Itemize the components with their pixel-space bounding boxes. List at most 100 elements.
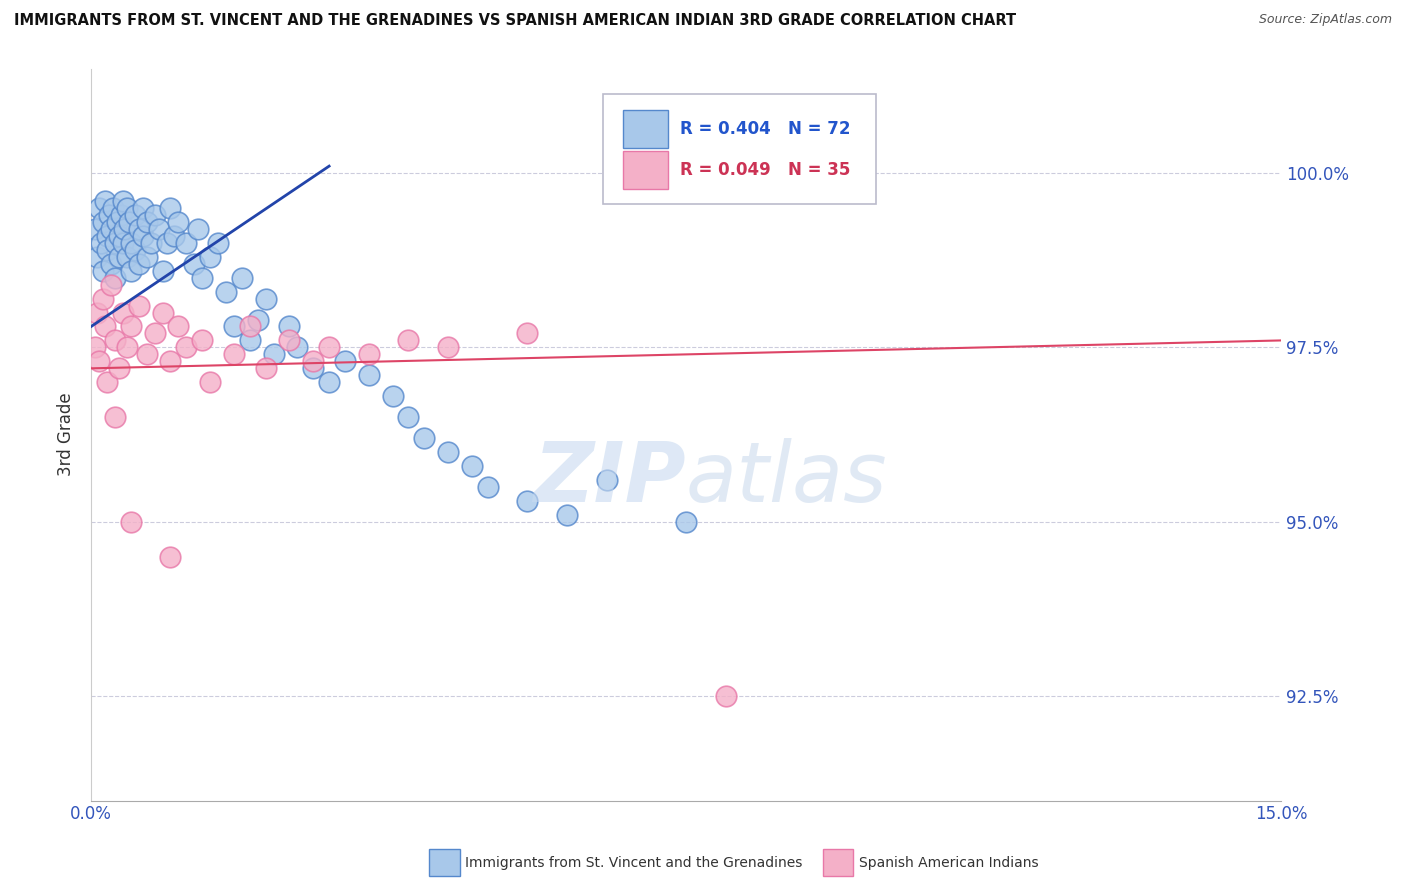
Point — [516, 493, 538, 508]
Point — [176, 340, 198, 354]
Point — [176, 235, 198, 250]
Point — [198, 376, 221, 390]
Point — [207, 235, 229, 250]
Point — [132, 201, 155, 215]
Bar — [623, 110, 668, 147]
Point — [96, 228, 118, 243]
Point — [103, 201, 125, 215]
Point — [90, 235, 112, 250]
Point — [155, 235, 177, 250]
Point — [120, 515, 142, 529]
Point — [254, 292, 277, 306]
Text: IMMIGRANTS FROM ST. VINCENT AND THE GRENADINES VS SPANISH AMERICAN INDIAN 3RD GR: IMMIGRANTS FROM ST. VINCENT AND THE GREN… — [14, 13, 1017, 29]
Point — [115, 340, 138, 354]
Point — [413, 431, 436, 445]
Point — [114, 222, 136, 236]
Point — [111, 194, 134, 208]
Point — [516, 326, 538, 341]
Point — [381, 389, 404, 403]
Point — [159, 354, 181, 368]
Point — [159, 549, 181, 564]
Point — [108, 228, 131, 243]
Point — [396, 334, 419, 348]
Point — [100, 257, 122, 271]
Point — [104, 334, 127, 348]
Point — [231, 270, 253, 285]
Text: ZIP: ZIP — [533, 438, 686, 519]
Point — [84, 340, 107, 354]
Point — [278, 319, 301, 334]
Point — [96, 376, 118, 390]
Point — [596, 473, 619, 487]
Point — [118, 215, 141, 229]
Point — [96, 243, 118, 257]
Text: atlas: atlas — [686, 438, 887, 519]
Point — [128, 299, 150, 313]
Point — [477, 480, 499, 494]
Point — [94, 319, 117, 334]
Y-axis label: 3rd Grade: 3rd Grade — [58, 392, 75, 476]
FancyBboxPatch shape — [603, 95, 876, 204]
Point — [555, 508, 578, 522]
Point — [100, 222, 122, 236]
Point — [135, 215, 157, 229]
Point — [135, 347, 157, 361]
Point — [239, 319, 262, 334]
Point — [437, 445, 460, 459]
Point — [124, 243, 146, 257]
Point — [84, 222, 107, 236]
Point — [87, 201, 110, 215]
Point — [135, 250, 157, 264]
Point — [396, 410, 419, 425]
Point — [239, 334, 262, 348]
Point — [191, 270, 214, 285]
Point — [120, 319, 142, 334]
Point — [357, 368, 380, 383]
Text: R = 0.049   N = 35: R = 0.049 N = 35 — [681, 161, 851, 179]
Point — [91, 215, 114, 229]
Point — [86, 305, 108, 319]
Text: Spanish American Indians: Spanish American Indians — [859, 855, 1039, 870]
Point — [714, 689, 737, 703]
Point — [120, 235, 142, 250]
Point — [100, 277, 122, 292]
Point — [461, 458, 484, 473]
Point — [437, 340, 460, 354]
Point — [139, 235, 162, 250]
Text: Source: ZipAtlas.com: Source: ZipAtlas.com — [1258, 13, 1392, 27]
Point — [167, 215, 190, 229]
Point — [302, 354, 325, 368]
Point — [148, 222, 170, 236]
Point — [191, 334, 214, 348]
Text: Immigrants from St. Vincent and the Grenadines: Immigrants from St. Vincent and the Gren… — [465, 855, 803, 870]
Point — [318, 340, 340, 354]
Point — [159, 201, 181, 215]
Point — [86, 250, 108, 264]
Point — [215, 285, 238, 299]
Point — [115, 201, 138, 215]
Point — [198, 250, 221, 264]
Point — [104, 235, 127, 250]
Point — [183, 257, 205, 271]
Point — [108, 361, 131, 376]
Point — [111, 305, 134, 319]
Point — [87, 354, 110, 368]
Point — [124, 208, 146, 222]
Point — [105, 215, 128, 229]
Point — [97, 208, 120, 222]
Point — [287, 340, 309, 354]
Point — [143, 208, 166, 222]
Point — [675, 515, 697, 529]
Point — [254, 361, 277, 376]
Point — [111, 235, 134, 250]
Point — [278, 334, 301, 348]
Point — [222, 319, 245, 334]
Point — [115, 250, 138, 264]
Point — [104, 410, 127, 425]
Point — [108, 250, 131, 264]
Point — [187, 222, 209, 236]
Point — [104, 270, 127, 285]
Point — [91, 292, 114, 306]
Point — [120, 263, 142, 277]
Point — [94, 194, 117, 208]
